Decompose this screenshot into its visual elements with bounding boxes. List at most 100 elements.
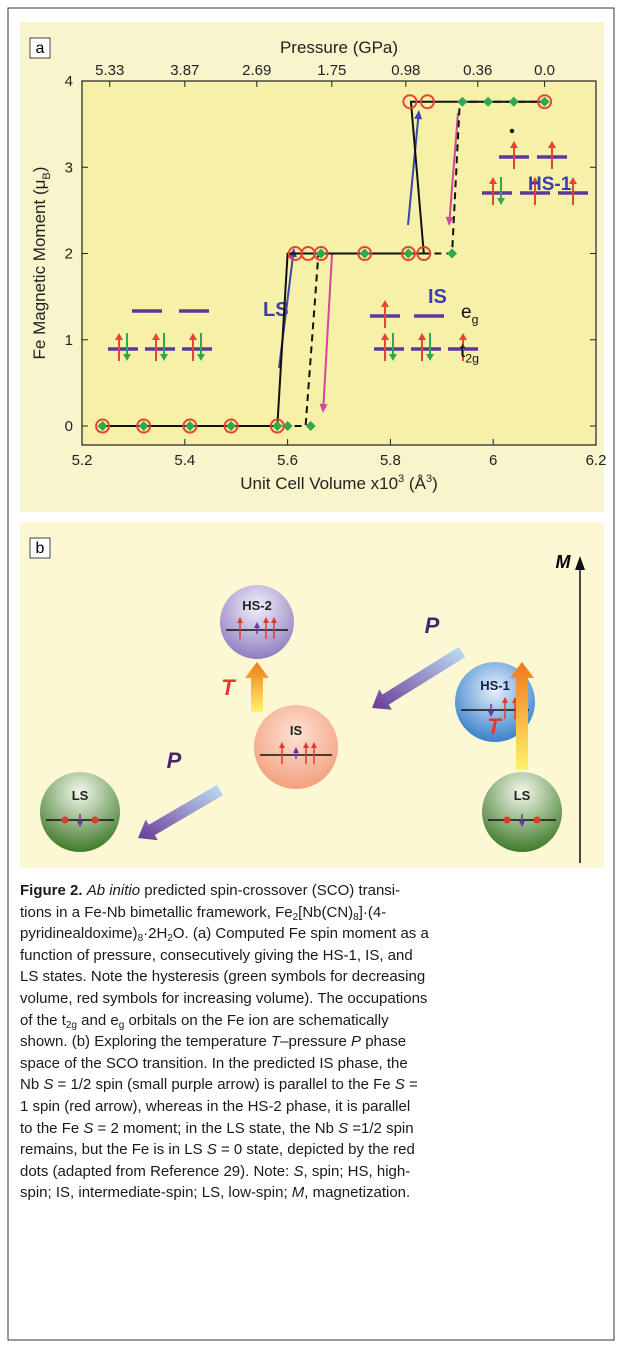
caption-run: Ab initio bbox=[87, 882, 140, 899]
caption-run: spin; IS, intermediate-spin; LS, low-spi… bbox=[20, 1184, 292, 1201]
state-label: HS-1 bbox=[480, 678, 510, 693]
caption-line: pyridinealdoxime)8·2H2O. (a) Computed Fe… bbox=[20, 923, 610, 945]
caption-run: shown. (b) Exploring the temperature bbox=[20, 1033, 271, 1050]
y-tick-label: 3 bbox=[65, 159, 73, 176]
spin-dot bbox=[504, 817, 511, 824]
text-run: 2g bbox=[465, 352, 479, 366]
caption-run: volume, red symbols for increasing volum… bbox=[20, 990, 427, 1007]
caption-run: of the t bbox=[20, 1012, 66, 1029]
caption-run: = bbox=[405, 1076, 418, 1093]
caption-run: predicted spin-crossover (SCO) transi- bbox=[140, 882, 400, 899]
x-tick-label: 5.4 bbox=[174, 452, 195, 469]
caption-line: tions in a Fe-Nb bimetallic framework, F… bbox=[20, 902, 610, 924]
caption-run: S bbox=[293, 1163, 303, 1180]
caption-run: space of the SCO transition. In the pred… bbox=[20, 1055, 408, 1072]
caption-run: LS states. Note the hysteresis (green sy… bbox=[20, 968, 425, 985]
x-axis-title: Unit Cell Volume x103 (Å3) bbox=[240, 473, 438, 493]
caption-run: dots (adapted from Reference 29). Note: bbox=[20, 1163, 293, 1180]
x2-tick-label: 0.98 bbox=[391, 62, 420, 79]
caption-run: S bbox=[338, 1120, 348, 1137]
caption-run: , spin; HS, high- bbox=[304, 1163, 411, 1180]
page: a b Pressure (GPa) M 5.25.45.65.866.25.3… bbox=[0, 0, 622, 1347]
spin-dot bbox=[534, 817, 541, 824]
text-run: HS-1 bbox=[528, 174, 572, 195]
caption-line: function of pressure, consecutively givi… bbox=[20, 945, 610, 967]
caption-run: Figure 2. bbox=[20, 882, 83, 899]
state-node bbox=[482, 772, 562, 852]
x-tick-label: 5.2 bbox=[72, 452, 93, 469]
caption-run: S bbox=[83, 1120, 93, 1137]
caption-run: orbitals on the Fe ion are schematically bbox=[124, 1012, 388, 1029]
text-run: B bbox=[41, 172, 53, 179]
caption-run: [Nb(CN) bbox=[298, 904, 353, 921]
caption-run: O. (a) Computed Fe spin moment as a bbox=[173, 925, 429, 942]
m-axis-label: M bbox=[556, 552, 572, 572]
caption-run: M bbox=[292, 1184, 305, 1201]
annotation: HS-1 bbox=[528, 174, 572, 195]
text-run: e bbox=[461, 302, 472, 323]
arrow-label: P bbox=[425, 613, 440, 638]
y-tick-label: 2 bbox=[65, 246, 73, 263]
caption-run: S bbox=[43, 1076, 53, 1093]
state-label: LS bbox=[514, 788, 531, 803]
x-tick-label: 6 bbox=[489, 452, 497, 469]
caption-line: remains, but the Fe is in LS S = 0 state… bbox=[20, 1139, 610, 1161]
caption-line: dots (adapted from Reference 29). Note: … bbox=[20, 1161, 610, 1183]
state-node bbox=[40, 772, 120, 852]
arrow-label: T bbox=[487, 714, 502, 739]
text-run: ) bbox=[30, 167, 49, 173]
caption-line: spin; IS, intermediate-spin; LS, low-spi… bbox=[20, 1182, 610, 1204]
x-tick-label: 6.2 bbox=[586, 452, 607, 469]
text-run: Fe Magnetic Moment (μ bbox=[30, 180, 49, 360]
state-label: LS bbox=[72, 788, 89, 803]
caption-run: tions in a Fe-Nb bimetallic framework, F… bbox=[20, 904, 293, 921]
x2-tick-label: 0.0 bbox=[534, 62, 555, 79]
y-tick-label: 0 bbox=[65, 418, 73, 435]
x2-tick-label: 3.87 bbox=[170, 62, 199, 79]
caption-run: and e bbox=[77, 1012, 119, 1029]
y-tick-label: 1 bbox=[65, 332, 73, 349]
spin-dot bbox=[92, 817, 99, 824]
x2-tick-label: 0.36 bbox=[463, 62, 492, 79]
caption-line: space of the SCO transition. In the pred… bbox=[20, 1053, 610, 1075]
plot-area bbox=[82, 81, 596, 445]
caption-line: of the t2g and eg orbitals on the Fe ion… bbox=[20, 1010, 610, 1032]
arrow-label: P bbox=[167, 748, 182, 773]
spin-dot bbox=[62, 817, 69, 824]
caption-run: , magnetization. bbox=[304, 1184, 410, 1201]
y-tick-label: 4 bbox=[65, 73, 73, 90]
caption-run: 2g bbox=[66, 1020, 77, 1031]
caption-line: LS states. Note the hysteresis (green sy… bbox=[20, 966, 610, 988]
x2-tick-label: 1.75 bbox=[317, 62, 346, 79]
caption-run: ·2H bbox=[143, 925, 167, 942]
caption-line: Figure 2. Ab initio predicted spin-cross… bbox=[20, 880, 610, 902]
text-run: ) bbox=[432, 474, 438, 493]
caption-line: 1 spin (red arrow), whereas in the HS-2 … bbox=[20, 1096, 610, 1118]
panel-label: a bbox=[36, 40, 45, 57]
caption-run: 1 spin (red arrow), whereas in the HS-2 … bbox=[20, 1098, 410, 1115]
caption-run: –pressure bbox=[280, 1033, 351, 1050]
x2-axis-title: Pressure (GPa) bbox=[280, 38, 398, 57]
annotation: IS bbox=[428, 286, 447, 308]
caption-line: to the Fe S = 2 moment; in the LS state,… bbox=[20, 1118, 610, 1140]
text-run: (Å bbox=[404, 474, 426, 493]
caption-run: function of pressure, consecutively givi… bbox=[20, 947, 413, 964]
state-label: HS-2 bbox=[242, 598, 272, 613]
panel-label: b bbox=[36, 540, 45, 557]
caption-line: volume, red symbols for increasing volum… bbox=[20, 988, 610, 1010]
caption-run: = 1/2 spin (small purple arrow) is paral… bbox=[53, 1076, 394, 1093]
caption-run: S bbox=[207, 1141, 217, 1158]
caption-run: ]·(4- bbox=[359, 904, 387, 921]
arrow-label: T bbox=[221, 675, 236, 700]
caption: Figure 2. Ab initio predicted spin-cross… bbox=[20, 880, 610, 1204]
caption-line: Nb S = 1/2 spin (small purple arrow) is … bbox=[20, 1074, 610, 1096]
text-run: g bbox=[472, 313, 479, 327]
dot bbox=[510, 129, 514, 133]
caption-run: to the Fe bbox=[20, 1120, 83, 1137]
state-label: IS bbox=[290, 723, 303, 738]
text-run: IS bbox=[428, 286, 447, 308]
x-tick-label: 5.6 bbox=[277, 452, 298, 469]
caption-run: Nb bbox=[20, 1076, 43, 1093]
caption-run: = 2 moment; in the LS state, the Nb bbox=[93, 1120, 338, 1137]
x-tick-label: 5.8 bbox=[380, 452, 401, 469]
